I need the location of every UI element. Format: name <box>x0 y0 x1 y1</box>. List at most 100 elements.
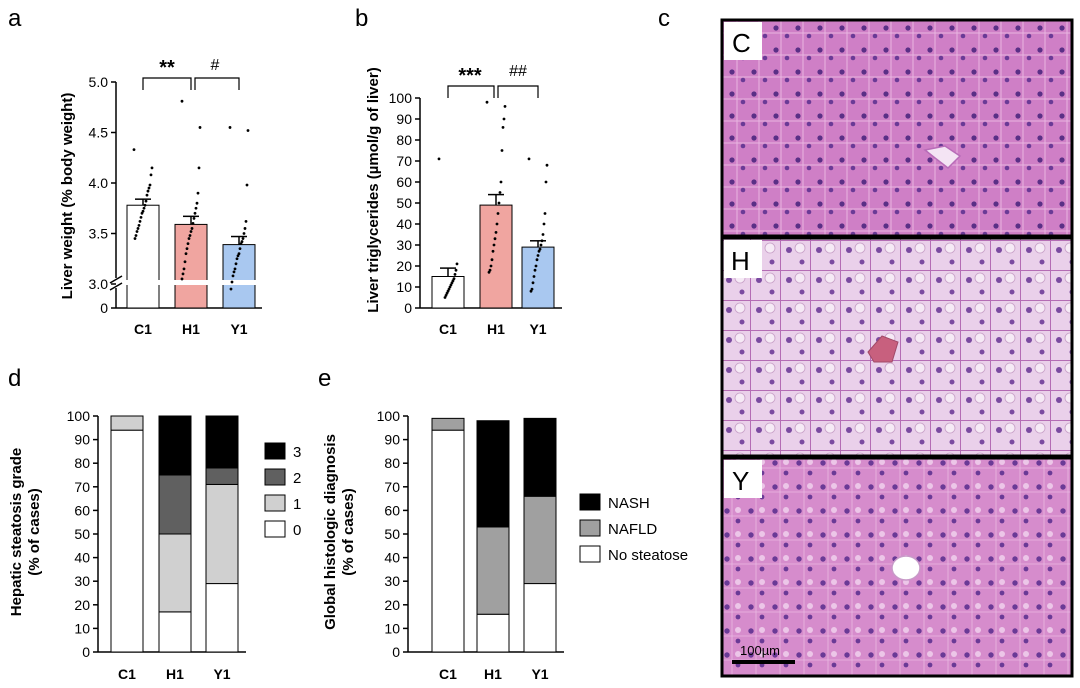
axis-break-mark <box>109 275 123 284</box>
data-point <box>437 157 441 161</box>
legend-swatch <box>579 545 601 563</box>
y-tick-label: 90 <box>74 432 90 448</box>
panel-letter-e: e <box>318 365 331 392</box>
legend-label: 3 <box>293 444 301 461</box>
axis-break-mark <box>109 282 123 291</box>
legend-swatch <box>264 494 286 512</box>
central-vein-y <box>891 555 921 581</box>
sig-bracket <box>447 85 495 98</box>
data-point <box>136 227 140 230</box>
data-point <box>228 126 232 129</box>
data-point <box>191 222 195 225</box>
data-point <box>501 126 505 129</box>
y-axis-label: Liver triglycerides (µmol/g of liver) <box>365 67 382 312</box>
y-tick-label: 90 <box>384 432 400 448</box>
y-tick-label: 100 <box>377 408 401 424</box>
legend-swatch <box>264 520 286 538</box>
y-tick-label: 0 <box>100 300 108 316</box>
y-tick-label: 20 <box>396 258 412 274</box>
x-tick-label-H1: H1 <box>182 321 200 337</box>
legend-label: 1 <box>293 496 301 513</box>
data-point <box>502 117 506 121</box>
data-point <box>238 247 242 251</box>
data-point <box>497 201 501 205</box>
data-point <box>146 189 150 193</box>
data-point <box>487 270 491 274</box>
data-point <box>452 277 456 280</box>
data-point <box>139 215 143 219</box>
y-tick-label: 50 <box>74 526 90 542</box>
data-point <box>187 237 191 240</box>
bar-segment-H1 <box>158 533 192 613</box>
data-point <box>543 212 547 215</box>
legend-swatch <box>264 468 286 486</box>
panel-letter-d: d <box>8 365 21 392</box>
panel-letter-b: b <box>355 5 368 32</box>
bar-segment-Y1 <box>205 467 239 485</box>
scale-bar-label: 100µm <box>740 643 780 658</box>
significance-label: ** <box>159 57 175 79</box>
data-point <box>492 243 496 247</box>
data-point <box>198 126 202 129</box>
data-point <box>455 262 459 266</box>
legend-swatch <box>264 442 286 460</box>
y-tick-label: 40 <box>384 550 400 566</box>
data-point <box>134 234 138 237</box>
central-vein-h <box>867 335 899 363</box>
y-tick-label: 90 <box>396 111 412 127</box>
histology-label-box-h <box>724 240 762 278</box>
panel-letter-a: a <box>8 5 22 32</box>
bar-segment-Y1 <box>205 415 239 469</box>
data-point <box>450 281 454 285</box>
bar-segment-C1 <box>110 415 144 431</box>
significance-label: *** <box>458 65 482 87</box>
histology-panel: C H Y 100µm <box>720 18 1074 678</box>
data-point <box>193 211 197 215</box>
data-point <box>447 287 451 291</box>
x-tick-label-C1: C1 <box>439 666 457 682</box>
data-point <box>194 206 198 210</box>
data-point <box>453 273 457 276</box>
bar-segment-H1 <box>158 415 192 476</box>
data-point <box>498 191 502 194</box>
x-tick-label-H1: H1 <box>166 666 184 682</box>
data-point <box>242 232 246 235</box>
bar-segment-H1 <box>158 474 192 535</box>
data-point <box>529 289 533 293</box>
y-tick-label: 0 <box>392 644 400 660</box>
bar-segment-H1 <box>476 613 510 653</box>
data-point <box>489 264 493 268</box>
data-point <box>235 257 239 261</box>
x-tick-label-C1: C1 <box>439 321 457 337</box>
data-point <box>542 222 546 226</box>
x-tick-label-Y1: Y1 <box>531 666 548 682</box>
data-point <box>229 287 233 291</box>
legend-label: 2 <box>293 470 301 487</box>
data-point <box>541 233 545 236</box>
y-tick-label: 100 <box>67 408 91 424</box>
x-tick-label-H1: H1 <box>484 666 502 682</box>
y-tick-label: 40 <box>396 216 412 232</box>
data-point <box>145 193 149 197</box>
bar-segment-C1 <box>431 429 465 653</box>
x-tick-label-Y1: Y1 <box>213 666 230 682</box>
data-point <box>244 219 248 223</box>
bar-break-gap <box>126 280 160 285</box>
liver-triglycerides-chart: 0 10 20 30 40 50 60 70 80 90 100 C1 H1 Y1 *** ## Liver t… <box>365 63 562 337</box>
bar-break-gap <box>174 280 208 285</box>
y-tick-label: 80 <box>74 455 90 471</box>
data-point <box>538 247 542 251</box>
data-point <box>490 258 494 262</box>
data-point <box>192 216 196 220</box>
data-point <box>189 230 193 233</box>
bar-break-gap <box>222 280 256 285</box>
data-point <box>232 270 236 274</box>
y-tick-label: 3.0 <box>89 276 109 292</box>
data-point <box>454 268 458 272</box>
y-tick-label: 80 <box>396 132 412 148</box>
data-point <box>493 237 497 241</box>
histologic-diagnosis-chart: 0 10 20 30 40 50 60 70 80 90 100 C1 H1 Y1 NASH NAFLD No … <box>322 408 688 682</box>
panel-letter-c: c <box>658 5 670 32</box>
data-point <box>180 99 184 103</box>
